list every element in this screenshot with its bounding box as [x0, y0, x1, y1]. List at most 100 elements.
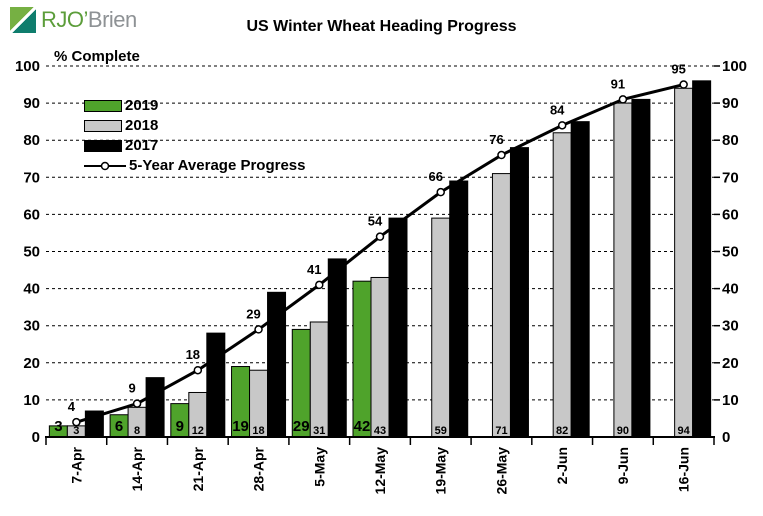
- average-marker-7-Apr: [72, 417, 81, 427]
- rjo-brien-logo-icon: [10, 7, 36, 33]
- bar-2017-12-May: [388, 217, 408, 438]
- ytick-right-100: 100: [722, 58, 747, 75]
- bar-2017-2-Jun: [570, 121, 590, 438]
- xtick-label-7-Apr: 7-Apr: [68, 446, 84, 483]
- average-label-9-Jun: 91: [611, 76, 625, 91]
- average-marker-21-Apr: [193, 365, 203, 375]
- y-axis-title: % Complete: [54, 48, 140, 65]
- ytick-right-10: 10: [722, 392, 739, 409]
- logo-text-green: RJO’: [41, 7, 88, 32]
- ytick-right-70: 70: [722, 169, 739, 186]
- average-label-28-Apr: 29: [246, 306, 260, 321]
- label-2018-5-May: 31: [313, 425, 325, 437]
- bar-2017-21-Apr: [206, 332, 226, 438]
- average-marker-12-May: [375, 232, 385, 241]
- xtick-label-19-May: 19-May: [433, 447, 449, 495]
- ytick-left-20: 20: [23, 355, 40, 372]
- average-marker-26-May: [497, 150, 506, 160]
- bar-2018-5-May: [309, 321, 329, 438]
- average-label-2-Jun: 84: [550, 102, 565, 117]
- label-2018-2-Jun: 82: [556, 425, 568, 437]
- xtick-label-26-May: 26-May: [493, 447, 509, 495]
- average-label-16-Jun: 95: [671, 62, 685, 77]
- bar-2018-2-Jun: [552, 132, 572, 438]
- ytick-right-20: 20: [722, 355, 739, 372]
- average-marker-16-Jun: [679, 80, 688, 89]
- bar-2017-16-Jun: [692, 80, 712, 438]
- bar-2018-26-May: [491, 173, 511, 438]
- ytick-left-50: 50: [23, 244, 40, 261]
- label-2018-9-Jun: 90: [617, 425, 629, 437]
- xtick-label-12-May: 12-May: [372, 447, 388, 495]
- xtick-label-21-Apr: 21-Apr: [190, 446, 206, 491]
- bar-2017-26-May: [509, 147, 529, 438]
- label-2019-21-Apr: 9: [176, 418, 184, 435]
- label-2018-26-May: 71: [495, 425, 507, 437]
- average-marker-19-May: [436, 187, 445, 197]
- chart-title: US Winter Wheat Heading Progress: [246, 18, 517, 35]
- xtick-label-14-Apr: 14-Apr: [129, 446, 145, 491]
- ytick-left-10: 10: [23, 392, 40, 409]
- label-2019-5-May: 29: [293, 418, 310, 435]
- label-2018-28-Apr: 18: [252, 425, 264, 437]
- label-2018-19-May: 59: [435, 425, 447, 437]
- legend-label-2018: 2018: [125, 117, 159, 134]
- xtick-label-16-Jun: 16-Jun: [676, 447, 692, 492]
- average-label-19-May: 66: [428, 169, 442, 184]
- label-2018-16-Jun: 94: [678, 425, 691, 437]
- average-label-21-Apr: 18: [186, 347, 200, 362]
- legend-item-average: 5-Year Average Progress: [84, 157, 306, 174]
- label-2018-21-Apr: 12: [192, 425, 204, 437]
- xtick-label-9-Jun: 9-Jun: [615, 447, 631, 484]
- legend-label-2017: 2017: [125, 137, 159, 154]
- rjo-brien-logo-text: RJO’Brien: [41, 7, 137, 33]
- ytick-left-80: 80: [23, 132, 40, 149]
- ytick-right-0: 0: [722, 429, 730, 446]
- ytick-left-30: 30: [23, 318, 40, 335]
- ytick-left-60: 60: [23, 206, 40, 223]
- legend-label-2019: 2019: [125, 97, 159, 114]
- legend-swatch-2018: [84, 119, 122, 132]
- bar-2018-9-Jun: [613, 102, 633, 438]
- ytick-left-90: 90: [23, 95, 40, 112]
- average-label-12-May: 54: [368, 214, 383, 229]
- ytick-left-0: 0: [32, 429, 40, 446]
- bar-2018-19-May: [431, 217, 451, 438]
- bar-2019-12-May: [352, 280, 372, 438]
- label-2018-14-Apr: 8: [134, 425, 140, 437]
- bar-2017-28-Apr: [267, 291, 287, 438]
- average-line-marker-icon: [84, 161, 126, 170]
- bar-2017-9-Jun: [631, 98, 651, 438]
- average-label-14-Apr: 9: [128, 381, 135, 396]
- bar-2017-19-May: [449, 180, 469, 438]
- average-marker-2-Jun: [557, 121, 567, 130]
- xtick-label-28-Apr: 28-Apr: [251, 446, 267, 491]
- ytick-left-70: 70: [23, 169, 40, 186]
- label-2019-12-May: 42: [354, 418, 371, 435]
- label-2019-28-Apr: 19: [232, 418, 249, 435]
- xtick-label-2-Jun: 2-Jun: [554, 447, 570, 484]
- ytick-left-100: 100: [15, 58, 40, 75]
- bar-2017-5-May: [327, 258, 347, 438]
- average-label-5-May: 41: [307, 262, 321, 277]
- average-label-7-Apr: 4: [68, 399, 76, 414]
- label-2018-7-Apr: 3: [73, 425, 79, 437]
- label-2019-7-Apr: 3: [54, 418, 62, 435]
- logo-text-gray: Brien: [87, 7, 137, 32]
- ytick-right-60: 60: [722, 206, 739, 223]
- rjo-brien-logo: RJO’Brien: [10, 7, 137, 33]
- ytick-right-40: 40: [722, 281, 739, 298]
- label-2019-14-Apr: 6: [115, 418, 123, 435]
- legend-item-2019: 2019: [84, 97, 306, 114]
- legend-item-2017: 2017: [84, 137, 306, 154]
- average-marker-14-Apr: [132, 399, 142, 408]
- average-marker-9-Jun: [618, 95, 628, 104]
- ytick-right-30: 30: [722, 318, 739, 335]
- legend: 2019 2018 2017 5-Year Average Progress: [84, 97, 306, 174]
- label-2018-12-May: 43: [374, 425, 386, 437]
- legend-item-2018: 2018: [84, 117, 306, 134]
- legend-label-average: 5-Year Average Progress: [129, 157, 306, 174]
- bar-2018-12-May: [370, 276, 390, 438]
- average-marker-5-May: [315, 280, 324, 290]
